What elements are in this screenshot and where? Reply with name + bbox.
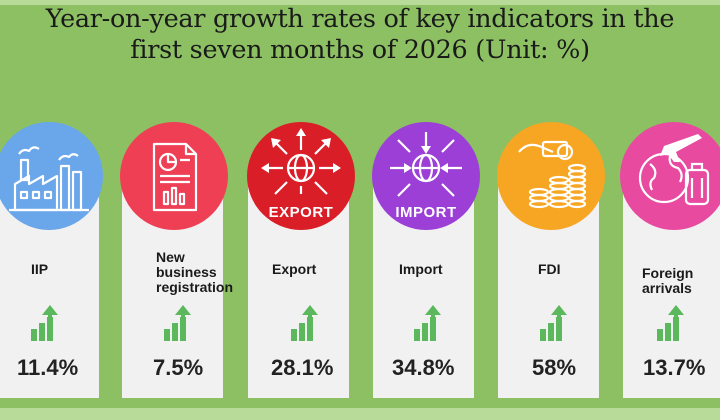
growth-arrow-icon (414, 305, 441, 341)
travel-globe-icon (620, 122, 720, 230)
label-line: business (156, 264, 217, 280)
export-badge-label: EXPORT (268, 204, 334, 221)
import-badge-label: IMPORT (395, 204, 457, 221)
label-line: Export (272, 261, 317, 277)
indicator-label-export: Export (272, 262, 316, 277)
label-line: Foreign (642, 265, 694, 281)
indicator-value-fdi: 58% (532, 355, 577, 380)
factory-icon (0, 122, 103, 230)
title-line-1: Year-on-year growth rates of key indicat… (45, 4, 675, 34)
indicator-value-export: 28.1% (271, 355, 334, 380)
bottom-band (0, 408, 720, 420)
label-line: registration (156, 279, 234, 295)
growth-arrow-icon (540, 305, 567, 341)
indicator-label-fdi: FDI (538, 262, 561, 277)
indicator-label-business: New business registration (156, 250, 233, 295)
indicator-label-arrivals: Foreign arrivals (642, 266, 693, 296)
import-globe-icon: IMPORT (372, 122, 480, 230)
indicator-label-iip: IIP (31, 262, 48, 277)
label-line: IIP (31, 261, 49, 277)
growth-arrow-icon (657, 305, 684, 341)
indicator-label-import: Import (399, 262, 443, 277)
growth-arrow-icon (31, 305, 58, 341)
label-line: FDI (538, 261, 561, 277)
document-chart-icon (120, 122, 228, 230)
label-line: New (156, 249, 185, 265)
label-line: Import (399, 261, 443, 277)
indicator-value-iip: 11.4% (17, 355, 79, 380)
indicator-value-arrivals: 13.7% (643, 355, 706, 380)
indicator-value-business: 7.5% (153, 355, 204, 380)
growth-arrow-icon (164, 305, 191, 341)
money-coins-icon (497, 122, 605, 230)
indicator-value-import: 34.8% (392, 355, 455, 380)
export-globe-icon: EXPORT (247, 122, 355, 230)
growth-arrow-icon (291, 305, 318, 341)
top-band (0, 0, 720, 5)
infographic-title: Year-on-year growth rates of key indicat… (0, 4, 720, 66)
label-line: arrivals (642, 280, 692, 296)
title-line-2: first seven months of 2026 (Unit: %) (130, 35, 590, 65)
